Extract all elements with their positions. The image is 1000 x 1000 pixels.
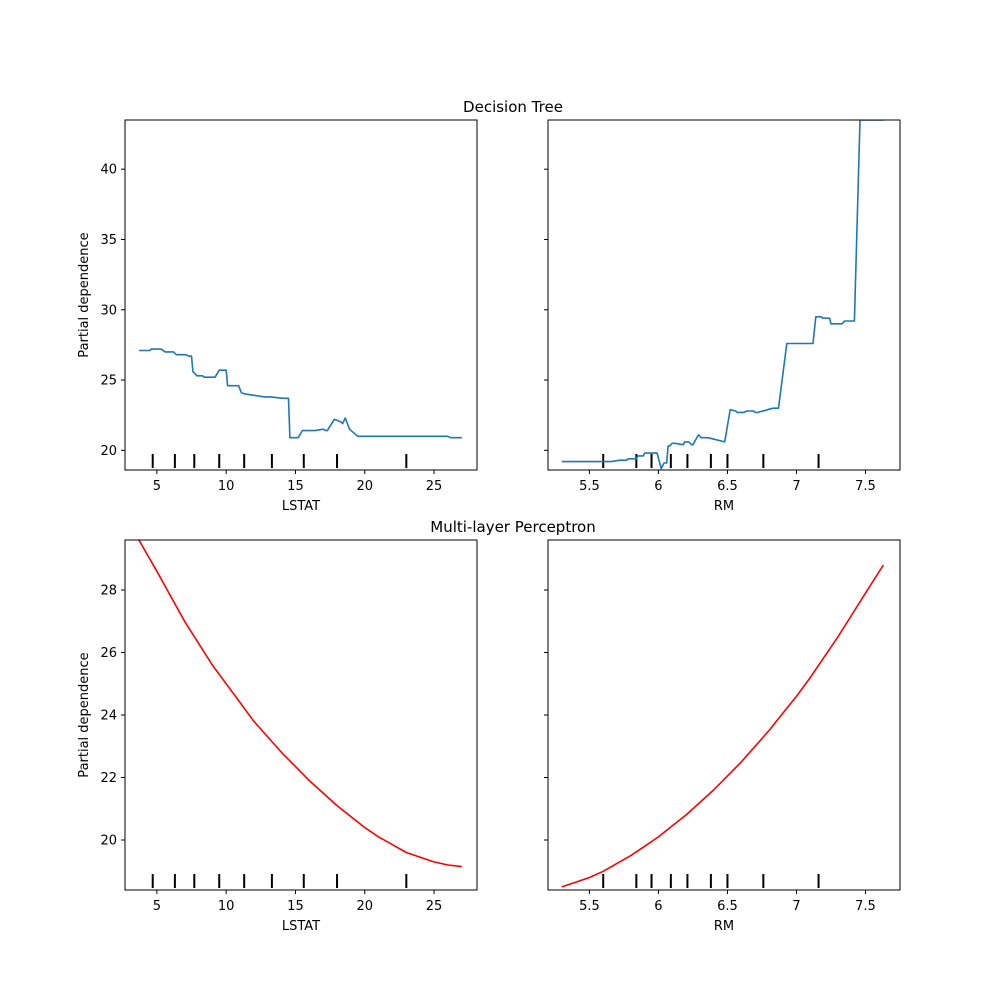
y-tick-label: 22 [100, 771, 117, 786]
y-tick-label: 35 [100, 233, 117, 248]
y-axis-label: Partial dependence [77, 232, 92, 357]
y-tick-label: 20 [100, 834, 117, 849]
x-tick-label: 7 [792, 899, 800, 914]
x-tick-label: 20 [356, 899, 373, 914]
axes-frame [547, 539, 901, 891]
x-tick-label: 10 [218, 479, 235, 494]
x-tick-label: 15 [287, 899, 304, 914]
series-line [561, 120, 884, 470]
plots-area: 5 10 15 20 25 20 25 30 35 40 LSTAT Partial dependen… [77, 119, 901, 934]
x-tick-label: 5.5 [579, 479, 600, 494]
x-tick-label: 10 [218, 899, 235, 914]
y-tick-label: 26 [100, 646, 117, 661]
x-tick-label: 6.5 [717, 899, 738, 914]
x-axis-label: LSTAT [282, 919, 320, 934]
y-tick-label: 24 [100, 709, 117, 724]
axes-frame [124, 119, 478, 471]
y-tick-label: 30 [100, 303, 117, 318]
series-line [561, 564, 885, 888]
x-tick-label: 7.5 [855, 899, 876, 914]
figure-title-decision-tree: Decision Tree [463, 98, 563, 116]
x-tick-label: 6.5 [717, 479, 738, 494]
y-tick-label: 28 [100, 584, 117, 599]
series-line [138, 348, 462, 439]
x-tick-label: 20 [356, 479, 373, 494]
x-tick-label: 5 [153, 479, 161, 494]
x-tick-label: 25 [426, 479, 443, 494]
x-tick-label: 5.5 [579, 899, 600, 914]
x-tick-label: 25 [426, 899, 443, 914]
subplot-4: 5.5 6 6.5 7 7.5 RM [544, 539, 901, 934]
figure-title-mlp: Multi-layer Perceptron [430, 518, 595, 536]
subplot-2: 5.5 6 6.5 7 7.5 RM [544, 119, 901, 514]
axes-frame [124, 539, 478, 891]
y-tick-label: 40 [100, 163, 117, 178]
x-tick-label: 7 [792, 479, 800, 494]
y-tick-label: 25 [100, 374, 117, 389]
subplot-3: 5 10 15 20 25 20 22 24 26 28 LSTAT Partial dependen… [77, 539, 478, 934]
subplot-1: 5 10 15 20 25 20 25 30 35 40 LSTAT Partial dependen… [77, 119, 478, 514]
x-tick-label: 5 [153, 899, 161, 914]
y-axis-label: Partial dependence [77, 652, 92, 777]
x-tick-label: 6 [654, 899, 662, 914]
x-tick-label: 15 [287, 479, 304, 494]
x-axis-label: RM [714, 919, 734, 934]
x-axis-label: LSTAT [282, 499, 320, 514]
y-tick-label: 20 [100, 444, 117, 459]
series-line [138, 540, 462, 868]
x-tick-label: 6 [654, 479, 662, 494]
x-tick-label: 7.5 [855, 479, 876, 494]
axes-frame [547, 119, 901, 471]
x-axis-label: RM [714, 499, 734, 514]
